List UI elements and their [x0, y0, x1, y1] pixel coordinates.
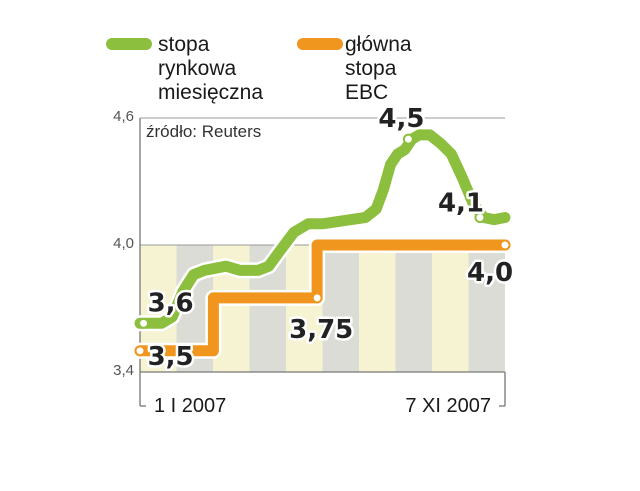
legend: stopa rynkowa miesięczna główna stopa EBC	[106, 33, 412, 104]
data-point-marker	[474, 211, 486, 223]
series-layer	[132, 126, 513, 359]
y-tick-label: 4,6	[113, 108, 134, 125]
month-band	[432, 245, 469, 372]
month-band	[468, 245, 505, 372]
data-label: 4,0	[467, 258, 513, 288]
data-label: 4,1	[438, 188, 484, 218]
month-band	[359, 245, 396, 372]
data-point-marker	[138, 317, 150, 329]
data-point-marker	[311, 292, 323, 304]
data-label: 3,5	[148, 342, 194, 372]
data-label: 3,75	[289, 315, 353, 345]
data-labels: 3,6 4,5 4,1 3,5 3,75 4,0	[145, 102, 515, 375]
axes: 4,6 4,0 3,4 1 I 2007 7 XI 2007	[113, 108, 506, 417]
data-point-marker	[499, 239, 511, 251]
x-tick-label: 7 XI 2007	[405, 395, 491, 417]
data-label: 4,5	[378, 104, 424, 134]
x-tick-label: 1 I 2007	[154, 395, 226, 417]
series-line-market-rate	[134, 129, 511, 329]
data-label: 3,6	[148, 288, 194, 318]
legend-label-market-rate: stopa rynkowa miesięczna	[158, 33, 263, 104]
month-band	[395, 245, 432, 372]
y-tick-label: 4,0	[113, 235, 134, 252]
source-note: źródło: Reuters	[146, 122, 261, 141]
data-point-marker	[134, 345, 146, 357]
series-line-ecb-rate	[134, 239, 511, 357]
legend-label-ecb-rate: główna stopa EBC	[345, 33, 412, 104]
data-point-marker	[402, 133, 414, 145]
y-tick-label: 3,4	[113, 362, 134, 379]
month-band	[322, 245, 359, 372]
